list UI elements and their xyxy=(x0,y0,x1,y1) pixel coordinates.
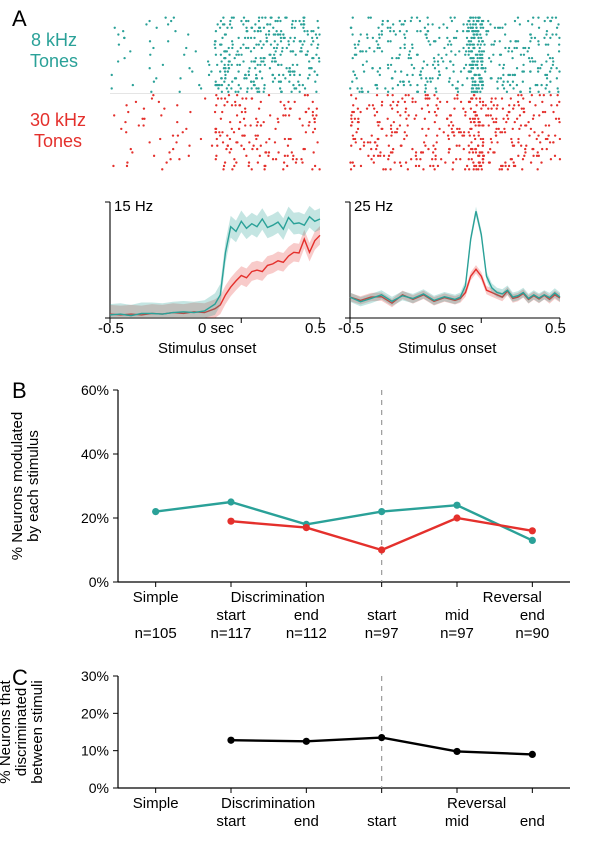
svg-text:Simple: Simple xyxy=(133,589,179,606)
figure-root: A B C 8 kHz Tones 30 kHz Tones 15 Hz -0.… xyxy=(0,0,589,853)
svg-text:mid: mid xyxy=(445,607,469,624)
svg-text:n=117: n=117 xyxy=(210,625,251,642)
svg-text:start: start xyxy=(216,813,246,830)
svg-text:n=90: n=90 xyxy=(515,625,549,642)
psth-left-xtick-0: -0.5 xyxy=(98,320,124,337)
svg-text:Discrimination: Discrimination xyxy=(231,589,325,606)
svg-text:% Neurons thatdiscriminatedbet: % Neurons thatdiscriminatedbetween stimu… xyxy=(0,679,46,783)
psth-left-xtick-2: 0.5 xyxy=(305,320,326,337)
panel-c-chart: 0% 10% 20% 30% Simple Discrimination Reversal s… xyxy=(0,670,575,848)
tone-30khz-label: 30 kHz Tones xyxy=(30,110,86,151)
svg-text:Reversal: Reversal xyxy=(447,795,506,812)
svg-text:mid: mid xyxy=(445,813,469,830)
svg-text:end: end xyxy=(294,607,319,624)
svg-text:20%: 20% xyxy=(81,705,109,721)
tone-8khz-label: 8 kHz Tones xyxy=(30,30,78,71)
svg-text:start: start xyxy=(367,607,397,624)
psth-left-xlabel: Stimulus onset xyxy=(158,340,256,357)
svg-text:end: end xyxy=(520,813,545,830)
psth-left xyxy=(110,200,320,330)
psth-left-ymax: 15 Hz xyxy=(114,198,153,215)
svg-text:Reversal: Reversal xyxy=(483,589,542,606)
psth-right-xlabel: Stimulus onset xyxy=(398,340,496,357)
psth-left-xtick-1: 0 sec xyxy=(198,320,234,337)
psth-right-xtick-1: 0 sec xyxy=(438,320,474,337)
svg-text:20%: 20% xyxy=(81,510,109,526)
panel-b-chart: 0% 20% 40% 60% Simple Discrimination Reversal s… xyxy=(0,382,575,652)
psth-right-xtick-0: -0.5 xyxy=(338,320,364,337)
svg-text:30%: 30% xyxy=(81,668,109,684)
svg-text:n=97: n=97 xyxy=(365,625,399,642)
svg-text:10%: 10% xyxy=(81,743,109,759)
svg-text:start: start xyxy=(216,607,246,624)
svg-text:0%: 0% xyxy=(89,780,109,796)
svg-text:% Neurons modulatedby each sti: % Neurons modulatedby each stimulus xyxy=(9,412,42,560)
svg-text:0%: 0% xyxy=(89,574,109,590)
psth-right-xtick-2: 0.5 xyxy=(545,320,566,337)
svg-text:40%: 40% xyxy=(81,446,109,462)
psth-right xyxy=(350,200,560,330)
svg-text:start: start xyxy=(367,813,397,830)
svg-text:Discrimination: Discrimination xyxy=(221,795,315,812)
svg-text:60%: 60% xyxy=(81,382,109,398)
svg-text:end: end xyxy=(520,607,545,624)
svg-text:end: end xyxy=(294,813,319,830)
panel-a-label: A xyxy=(12,6,27,32)
psth-right-ymax: 25 Hz xyxy=(354,198,393,215)
raster-left xyxy=(110,16,320,171)
svg-text:n=97: n=97 xyxy=(440,625,474,642)
raster-right xyxy=(350,16,560,171)
svg-text:Simple: Simple xyxy=(133,795,179,812)
svg-text:n=112: n=112 xyxy=(286,625,327,642)
svg-text:n=105: n=105 xyxy=(135,625,177,642)
